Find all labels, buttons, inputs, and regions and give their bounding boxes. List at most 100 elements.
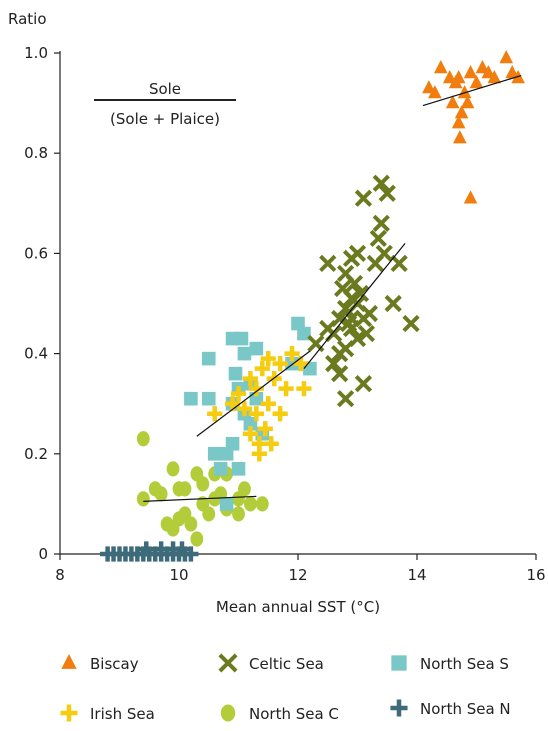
point-irish-sea [242,426,258,442]
y-tick-label: 0.6 [24,244,48,262]
point-irish-sea [296,381,312,397]
point-celtic-sea [372,214,390,232]
axes: 0 0.2 0.4 0.6 0.8 1.0 8 10 12 14 16 [24,44,545,584]
point-biscay [457,85,472,99]
legend-marker-irish-sea [60,704,78,722]
point-biscay [454,105,469,119]
y-tick-label: 0 [38,545,48,563]
legend-label-biscay: Biscay [90,655,139,673]
point-irish-sea [242,371,258,387]
point-north-sea-c [136,431,150,447]
point-north-sea-c [184,516,198,532]
point-north-sea-s [228,366,243,381]
legend-label-irish-sea: Irish Sea [90,705,155,723]
point-north-sea-s [231,462,246,476]
point-biscay [453,130,467,144]
point-north-sea-n [138,541,154,557]
point-celtic-sea [325,355,343,373]
point-biscay [422,80,436,94]
legend: Biscay Celtic Sea North Sea S Irish Sea Nort… [60,653,511,723]
point-celtic-sea [372,174,390,192]
x-tick-label: 8 [55,566,65,584]
point-biscay [460,95,475,109]
x-tick-label: 10 [169,566,188,584]
point-celtic-sea [390,254,408,273]
point-irish-sea [284,346,300,362]
point-biscay [481,65,496,79]
point-north-sea-c [232,506,245,522]
point-celtic-sea [319,254,337,273]
legend-marker-north-sea-s [391,655,407,671]
formula-numerator: Sole [149,80,181,98]
point-north-sea-n [174,541,190,557]
point-irish-sea [263,436,279,452]
point-north-sea-c [244,496,257,512]
fit-line-irish-sea [196,350,311,437]
point-biscay [469,75,484,89]
point-biscay [463,65,478,79]
point-north-sea-s [213,462,228,476]
point-north-sea-c [190,531,204,547]
legend-label-north-sea-n: North Sea N [420,700,511,718]
point-celtic-sea [354,189,373,207]
point-celtic-sea [369,229,387,247]
y-tick-label: 0.2 [24,445,48,463]
point-north-sea-s [201,351,216,366]
point-celtic-sea [336,390,355,408]
point-celtic-sea [345,274,364,293]
point-north-sea-s [243,416,258,431]
x-tick-label: 16 [526,566,545,584]
point-irish-sea [260,396,276,412]
point-biscay [463,190,478,204]
legend-marker-biscay [61,654,77,669]
point-north-sea-c [255,496,269,512]
point-north-sea-s [219,497,234,511]
point-irish-sea [230,386,247,402]
point-biscay [428,85,442,99]
point-celtic-sea [354,375,373,393]
point-north-sea-s [249,341,264,356]
legend-label-celtic-sea: Celtic Sea [249,655,324,673]
point-north-sea-c [208,491,222,507]
point-irish-sea [236,401,253,417]
point-north-sea-s [219,447,234,461]
point-celtic-sea [331,344,349,363]
point-north-sea-c [154,486,168,502]
point-north-sea-c [136,491,150,507]
point-north-sea-s [201,391,216,406]
point-north-sea-c [178,481,192,497]
point-celtic-sea [384,294,402,313]
fit-line-north-sea-c [143,495,257,502]
data-points [100,50,525,562]
point-north-sea-s [234,331,249,346]
point-north-sea-c [196,476,210,492]
y-axis-label: Ratio [8,10,47,28]
y-tick-label: 0.4 [24,345,48,363]
x-tick-label: 12 [288,566,307,584]
legend-marker-celtic-sea [218,653,238,673]
point-celtic-sea [336,299,355,318]
point-celtic-sea [378,184,396,202]
point-celtic-sea [360,304,379,323]
legend-label-north-sea-c: North Sea C [249,705,339,723]
point-celtic-sea [342,249,361,268]
point-north-sea-s [297,326,311,341]
point-north-sea-s [249,391,264,406]
formula-denominator: (Sole + Plaice) [110,110,220,128]
point-irish-sea [248,406,264,422]
fit-line-celtic-sea [303,243,406,370]
point-irish-sea [254,361,270,377]
point-biscay [499,50,514,64]
legend-label-north-sea-s: North Sea S [420,655,509,673]
point-north-sea-s [184,391,198,406]
point-biscay [451,115,466,129]
fit-lines [143,74,522,502]
point-north-sea-c [238,481,251,497]
point-irish-sea [278,381,294,397]
point-celtic-sea [351,284,370,303]
point-biscay [448,75,463,89]
point-biscay [475,60,490,74]
point-north-sea-c [166,461,180,477]
legend-marker-north-sea-c [220,704,236,722]
